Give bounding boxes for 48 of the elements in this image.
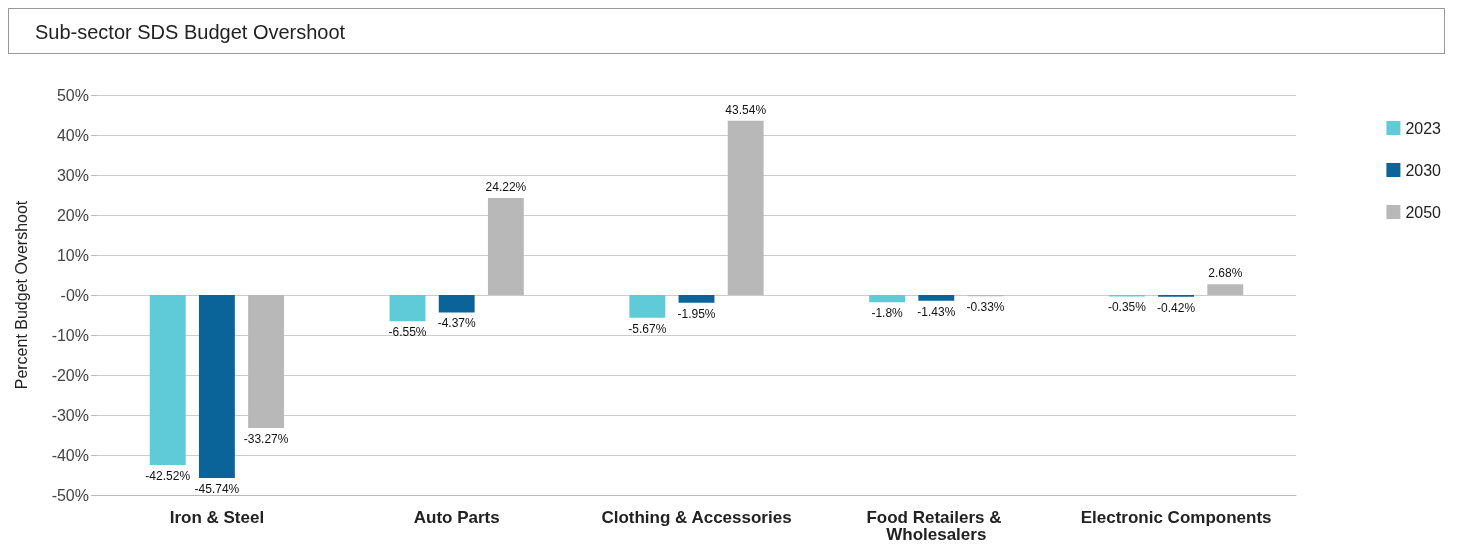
x-tick-label: Clothing & Accessories — [601, 508, 792, 527]
data-label: -0.35% — [1107, 300, 1147, 315]
data-label: -5.67% — [628, 321, 667, 336]
bar — [198, 295, 235, 478]
chart-title: Sub-sector SDS Budget Overshoot — [8, 8, 1445, 54]
y-tick-label: -0% — [60, 286, 89, 304]
data-label: -1.95% — [677, 306, 716, 321]
data-label: 2.68% — [1208, 266, 1243, 281]
y-axis-title: Percent Budget Overshoot — [12, 200, 30, 390]
data-label: -6.55% — [388, 325, 427, 340]
x-tick-label: Electronic Components — [1080, 508, 1272, 527]
y-tick-label: 50% — [56, 86, 89, 104]
x-tick-label: Auto Parts — [413, 508, 500, 527]
y-tick-label: 10% — [56, 246, 89, 264]
legend-label: 2023 — [1405, 119, 1442, 137]
y-tick-label: -50% — [51, 486, 89, 504]
legend-label: 2050 — [1405, 203, 1442, 221]
y-tick-label: 30% — [56, 166, 89, 184]
y-tick-label: -30% — [51, 406, 89, 424]
data-label: -0.33% — [966, 300, 1005, 315]
bar — [487, 198, 524, 295]
data-label: 24.22% — [485, 180, 527, 195]
bar — [869, 295, 906, 303]
bar — [438, 295, 475, 313]
y-tick-label: 20% — [56, 206, 89, 224]
bar — [1207, 284, 1244, 295]
data-label: -42.52% — [145, 469, 191, 484]
bar — [149, 295, 186, 466]
bar — [918, 295, 955, 301]
bar — [678, 295, 715, 303]
y-tick-label: -40% — [51, 446, 89, 464]
bar — [629, 295, 666, 318]
y-tick-label: -20% — [51, 366, 89, 384]
bar — [389, 295, 426, 322]
x-tick-label: Food Retailers & Wholesalers — [866, 508, 1007, 544]
legend-label: 2030 — [1405, 161, 1442, 179]
data-label: -45.74% — [194, 481, 240, 496]
data-label: -4.37% — [437, 316, 477, 331]
data-label: -33.27% — [243, 432, 289, 447]
bar — [248, 295, 285, 429]
data-label: -1.43% — [917, 304, 956, 319]
y-tick-label: -10% — [51, 326, 89, 344]
y-tick-label: 40% — [56, 126, 89, 144]
data-label: 43.54% — [725, 102, 767, 117]
data-label: -1.8% — [871, 306, 904, 321]
bar — [727, 120, 764, 295]
data-label: -0.42% — [1157, 300, 1196, 315]
x-tick-label: Iron & Steel — [169, 508, 265, 527]
